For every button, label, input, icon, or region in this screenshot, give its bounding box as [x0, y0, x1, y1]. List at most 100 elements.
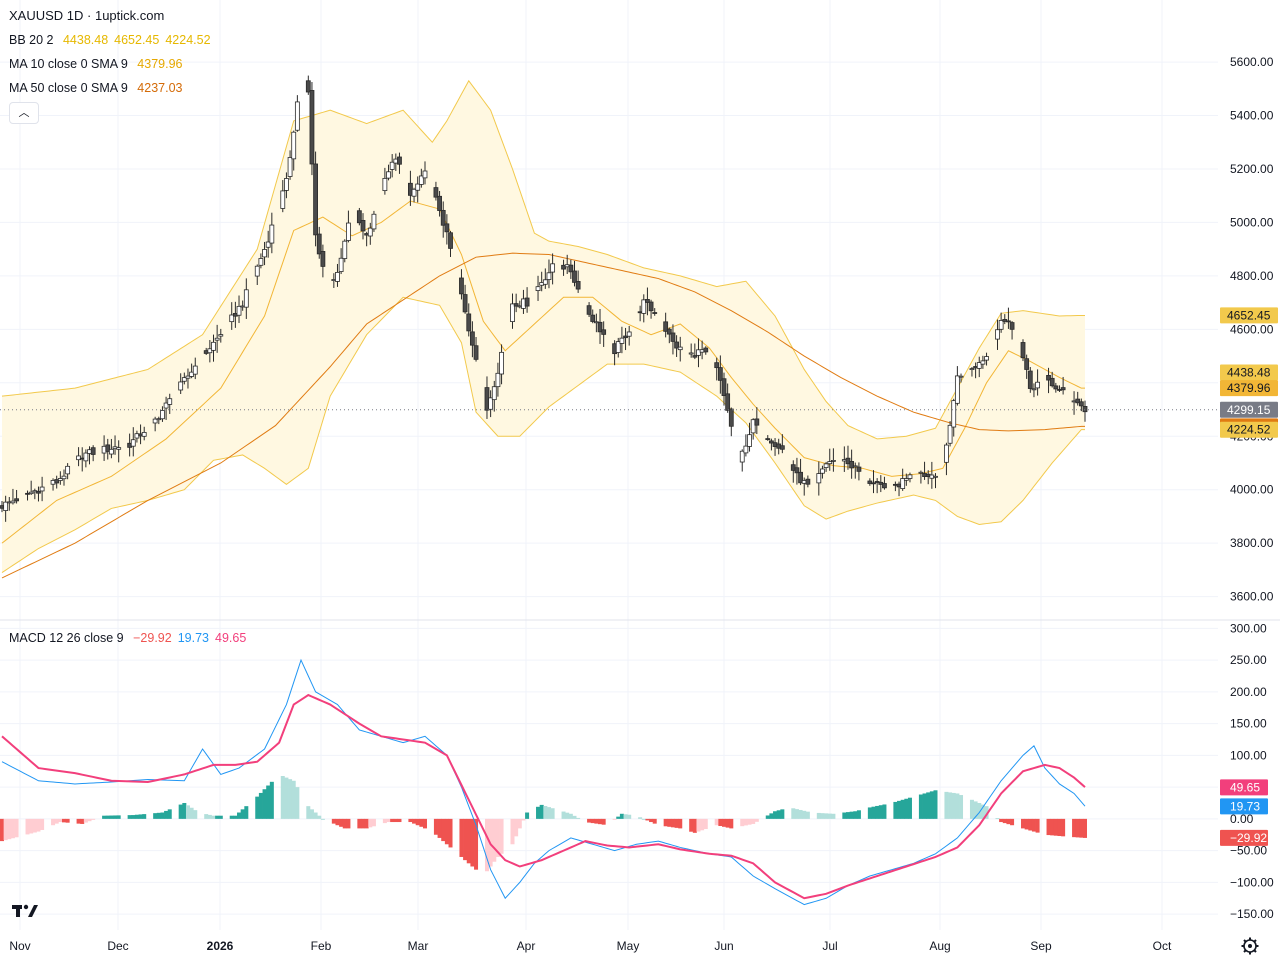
macd-histogram-bar	[751, 818, 756, 824]
macd-signal-value: 49.65	[215, 631, 247, 645]
candle-body	[211, 341, 216, 351]
candle-body	[652, 312, 658, 314]
candle	[61, 469, 67, 486]
macd-legend: MACD 12 26 close 9 −29.92 19.73 49.65	[9, 631, 252, 645]
tradingview-logo[interactable]	[10, 900, 40, 922]
candle-body	[167, 398, 173, 405]
candle	[90, 445, 96, 462]
candle-body	[389, 161, 395, 170]
candle-body	[717, 367, 723, 381]
macd-histogram-bar	[897, 800, 902, 819]
macd-histogram-bar	[700, 818, 705, 831]
candle	[54, 475, 60, 489]
candle	[214, 324, 220, 353]
candle-body	[10, 500, 16, 504]
macd-histogram-bar	[397, 818, 402, 823]
candle-body	[1009, 322, 1015, 330]
candle	[207, 340, 213, 363]
candle	[601, 321, 607, 347]
macd-histogram-bar	[306, 806, 311, 819]
macd-histogram-bar	[820, 813, 825, 819]
macd-histogram-bar	[827, 813, 832, 819]
candle	[10, 488, 16, 505]
macd-histogram-bar	[667, 818, 672, 827]
macd-histogram-bar	[317, 815, 322, 819]
macd-histogram-bar	[714, 818, 719, 826]
time-axis-label: Nov	[9, 939, 30, 953]
macd-histogram-bar	[802, 810, 807, 819]
candle-body	[725, 393, 731, 411]
macd-histogram-bar	[1075, 818, 1080, 838]
candle	[130, 427, 136, 457]
candle-body	[367, 227, 373, 237]
price-badge: 4438.48	[1220, 364, 1278, 381]
candle-body	[779, 445, 785, 450]
candle-body	[61, 475, 67, 480]
candle	[830, 448, 836, 472]
candle	[550, 253, 556, 285]
macd-histogram-bar	[984, 806, 989, 819]
candle-body	[236, 305, 242, 316]
macd-hist-value: −29.92	[133, 631, 172, 645]
candle	[623, 327, 628, 351]
candle	[728, 407, 734, 437]
macd-histogram-bar	[189, 807, 194, 819]
candle	[444, 214, 450, 245]
candle	[160, 406, 165, 422]
candle-body	[1020, 342, 1026, 359]
candle	[346, 210, 351, 243]
collapse-legend-button[interactable]: ︿	[9, 102, 39, 124]
candle-body	[382, 177, 388, 192]
candle	[116, 440, 122, 463]
candle	[1075, 391, 1081, 406]
candle-body	[572, 270, 577, 283]
macd-histogram-bar	[164, 810, 169, 819]
candle-body	[316, 233, 322, 255]
candle-body	[411, 188, 417, 197]
candle-body	[488, 397, 494, 410]
ma50-value: 4237.03	[137, 81, 183, 95]
macd-histogram-bar	[448, 818, 453, 848]
time-axis-label: Oct	[1153, 939, 1172, 953]
candle-body	[998, 320, 1004, 330]
candle-body	[207, 348, 213, 354]
candle	[670, 324, 676, 355]
candle	[524, 287, 530, 313]
candle	[178, 373, 184, 394]
macd-histogram-bar	[959, 795, 964, 819]
macd-histogram-bar	[40, 818, 45, 830]
macd-badge-bg	[1220, 779, 1268, 796]
macd-histogram-bar	[773, 811, 778, 819]
bb-lower-value: 4224.52	[165, 33, 211, 47]
macd-histogram-bar	[1035, 818, 1040, 833]
candle	[1020, 339, 1026, 362]
candle	[65, 463, 71, 480]
macd-axis-label: 200.00	[1230, 685, 1267, 699]
candle-body	[108, 448, 114, 455]
candle-body	[903, 478, 909, 481]
macd-histogram-bar	[134, 814, 139, 819]
ma10-legend: MA 10 close 0 SMA 9 4379.96	[9, 57, 188, 71]
macd-histogram-bar	[36, 818, 41, 832]
candle-body	[156, 418, 162, 421]
candle-body	[418, 175, 424, 185]
candle-body	[900, 478, 906, 489]
macd-badge: −29.92	[1220, 829, 1268, 846]
candle	[1046, 367, 1051, 394]
price-axis-label: 3600.00	[1230, 590, 1274, 604]
macd-histogram-bar	[747, 818, 752, 825]
gear-icon[interactable]	[1241, 937, 1259, 955]
candle-body	[466, 313, 472, 332]
macd-histogram-bar	[51, 818, 56, 826]
candle	[294, 95, 300, 132]
candle-body	[269, 224, 275, 244]
candle	[849, 449, 855, 479]
candle	[466, 303, 472, 337]
candle	[338, 248, 344, 275]
candle	[367, 222, 373, 245]
macd-axis-label: −50.00	[1230, 844, 1267, 858]
candle-body	[769, 440, 774, 444]
time-axis-label: May	[617, 939, 640, 953]
macd-histogram-bar	[776, 810, 781, 819]
